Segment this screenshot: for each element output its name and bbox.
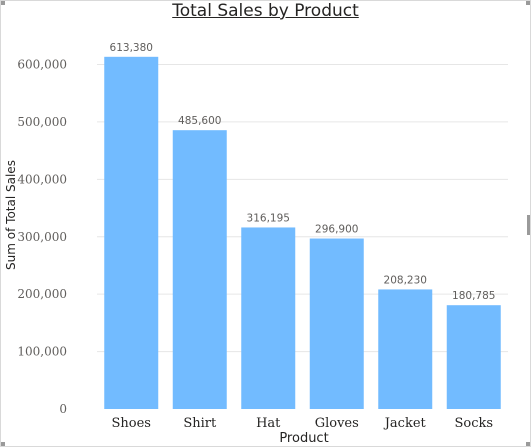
x-axis-label: Product: [279, 431, 329, 446]
x-tick-label: Shoes: [112, 416, 151, 431]
bar-shoes[interactable]: [104, 56, 159, 409]
data-label: 613,380: [110, 42, 153, 54]
data-label: 208,230: [384, 274, 427, 286]
y-tick-label: 500,000: [17, 115, 67, 129]
x-tick-label: Socks: [454, 416, 493, 431]
resize-handle-bottom-right[interactable]: [526, 442, 530, 446]
y-tick-label: 200,000: [17, 287, 67, 301]
gridlines: [97, 64, 508, 353]
bar-shirt[interactable]: [172, 130, 227, 409]
bar-jacket[interactable]: [378, 289, 433, 409]
data-label: 316,195: [247, 212, 290, 224]
data-label: 180,785: [452, 290, 495, 302]
data-label: 296,900: [315, 224, 358, 236]
resize-handle-bottom-left[interactable]: [1, 442, 5, 446]
x-tick-label: Shirt: [183, 416, 217, 431]
bar-gloves[interactable]: [309, 238, 364, 409]
x-axis-ticks: Shoes Shirt Hat Gloves Jacket Socks: [112, 416, 494, 431]
x-tick-label: Gloves: [315, 416, 359, 431]
resize-handle-right[interactable]: [527, 215, 530, 235]
x-tick-label: Jacket: [383, 416, 427, 431]
resize-handle-top-left[interactable]: [1, 1, 5, 5]
y-tick-label: 600,000: [17, 58, 67, 72]
y-tick-label: 100,000: [17, 345, 67, 359]
bar-hat[interactable]: [241, 227, 296, 409]
chart-title: Total Sales by Product: [172, 1, 359, 21]
data-label: 485,600: [178, 115, 221, 127]
bars: [104, 56, 501, 409]
y-axis-ticks: 0 100,000 200,000 300,000 400,000 500,000 600,…: [17, 58, 67, 417]
bar-socks[interactable]: [446, 305, 501, 409]
y-tick-label: 300,000: [17, 230, 67, 244]
resize-handle-top-right[interactable]: [526, 1, 530, 5]
y-tick-label: 0: [59, 402, 67, 416]
y-tick-label: 400,000: [17, 172, 67, 186]
x-tick-label: Hat: [256, 416, 281, 431]
data-labels: 613,380 485,600 316,195 296,900 208,230 180,7…: [110, 42, 496, 302]
